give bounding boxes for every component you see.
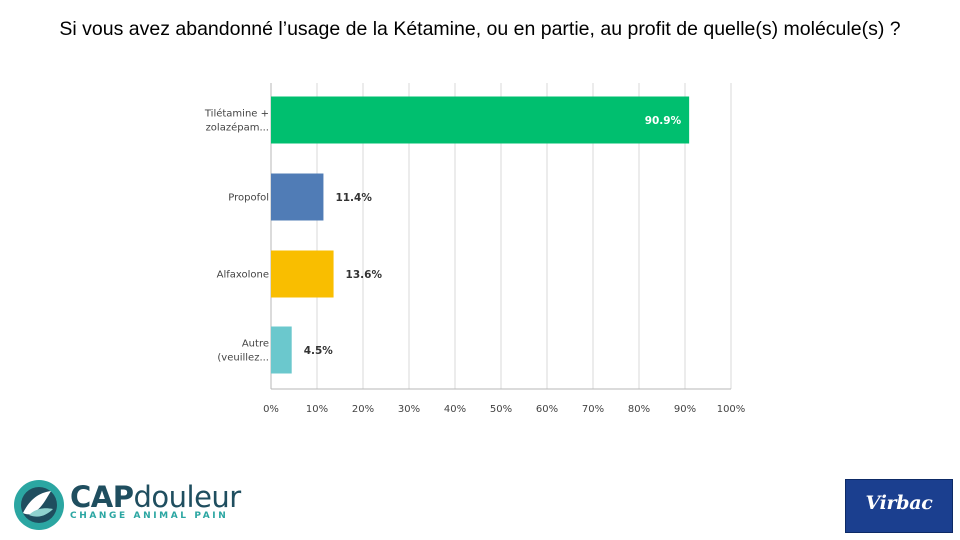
- category-label: Alfaxolone: [217, 270, 269, 281]
- x-tick-label: 100%: [717, 404, 746, 415]
- bar: [271, 173, 324, 221]
- x-tick-label: 10%: [306, 404, 328, 415]
- capdouleur-douleur-text: douleur: [133, 480, 241, 514]
- category-label: Tilétamine +: [204, 108, 269, 120]
- capdouleur-logo: CAPdouleur CHANGE ANIMAL PAIN: [13, 478, 241, 534]
- x-tick-label: 40%: [444, 404, 466, 415]
- bar: [271, 250, 334, 298]
- category-label: zolazépam...: [206, 122, 269, 134]
- capdouleur-wordmark: CAPdouleur: [70, 480, 241, 514]
- virbac-logo: Virbac: [845, 479, 953, 533]
- data-label: 11.4%: [335, 192, 372, 204]
- x-tick-label: 50%: [490, 404, 512, 415]
- category-label: (veuillez...: [217, 353, 269, 364]
- x-tick-label: 30%: [398, 404, 420, 415]
- capdouleur-emblem-icon: [14, 480, 64, 530]
- x-tick-label: 70%: [582, 404, 604, 415]
- category-label: Propofol: [228, 193, 269, 204]
- x-tick-label: 80%: [628, 404, 650, 415]
- data-label: 13.6%: [346, 269, 383, 281]
- virbac-wordmark: Virbac: [865, 492, 933, 514]
- bar: [271, 326, 292, 374]
- category-label: Autre: [242, 339, 269, 350]
- x-tick-label: 90%: [674, 404, 696, 415]
- slide-title: Si vous avez abandonné l’usage de la Két…: [59, 18, 901, 40]
- data-label: 4.5%: [304, 345, 334, 357]
- x-tick-label: 0%: [263, 404, 279, 415]
- x-tick-label: 20%: [352, 404, 374, 415]
- capdouleur-cap-text: CAP: [70, 480, 134, 514]
- x-tick-label: 60%: [536, 404, 558, 415]
- bar: [271, 96, 690, 144]
- data-label: 90.9%: [645, 115, 682, 127]
- capdouleur-tagline: CHANGE ANIMAL PAIN: [70, 511, 229, 521]
